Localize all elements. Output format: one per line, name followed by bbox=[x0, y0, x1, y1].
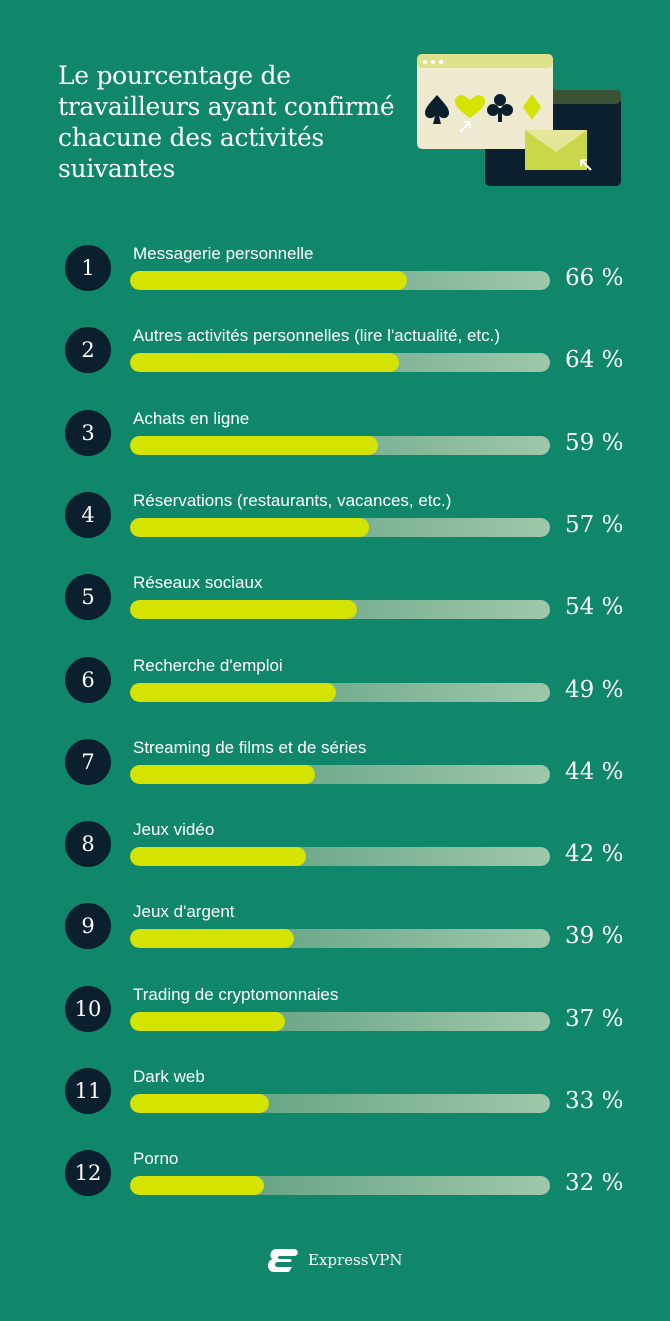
bar-fill bbox=[130, 1176, 265, 1196]
value-label: 64 % bbox=[565, 347, 624, 374]
bar-track bbox=[130, 1094, 550, 1113]
brand-logo: ExpressVPN bbox=[266, 1247, 403, 1273]
rank-badge: 11 bbox=[65, 1068, 111, 1114]
browser-card-suits-illustration-icon bbox=[417, 54, 621, 186]
bar-fill bbox=[130, 1011, 286, 1031]
rank-badge: 3 bbox=[65, 409, 111, 456]
bar-fill bbox=[130, 517, 370, 537]
value-label: 66 % bbox=[565, 265, 624, 291]
bar-fill bbox=[130, 929, 294, 949]
bar-label: Streaming de films et de séries bbox=[133, 737, 367, 757]
rank-badge: 2 bbox=[65, 327, 111, 374]
bar-row: 5 Réseaux sociaux 54 % bbox=[0, 573, 670, 634]
bar-label: Porno bbox=[133, 1149, 179, 1169]
value-label: 39 % bbox=[565, 923, 624, 950]
value-label: 44 % bbox=[565, 758, 624, 785]
expressvpn-logo-icon bbox=[268, 1249, 298, 1272]
value-label: 59 % bbox=[565, 429, 624, 456]
bar-track bbox=[130, 435, 550, 455]
bar-row: 3 Achats en ligne 59 % bbox=[0, 408, 670, 470]
bar-fill bbox=[130, 1094, 269, 1113]
value-label: 57 % bbox=[565, 511, 624, 538]
bar-track bbox=[130, 271, 550, 290]
bar-row: 8 Jeux vidéo 42 % bbox=[0, 820, 670, 881]
bar-fill bbox=[130, 682, 336, 702]
bar-row: 7 Streaming de films et de séries 44 % bbox=[0, 737, 670, 799]
bar-row: 1 Messagerie personnelle 66 % bbox=[0, 244, 670, 305]
value-label: 37 % bbox=[565, 1005, 624, 1032]
bar-track bbox=[130, 929, 550, 949]
value-label: 42 % bbox=[565, 841, 624, 868]
bar-fill bbox=[130, 271, 408, 290]
bar-fill bbox=[130, 600, 357, 620]
value-label: 33 % bbox=[565, 1088, 624, 1114]
bar-fill bbox=[130, 435, 378, 455]
bar-label: Réservations (restaurants, vacances, etc… bbox=[133, 490, 452, 510]
rank-badge: 12 bbox=[65, 1150, 111, 1197]
rank-badge: 8 bbox=[65, 821, 111, 868]
bar-label: Autres activités personnelles (lire l'ac… bbox=[133, 326, 501, 346]
bar-label: Messagerie personnelle bbox=[133, 244, 314, 263]
bar-fill bbox=[130, 353, 399, 373]
value-label: 54 % bbox=[565, 594, 624, 621]
bar-label: Recherche d'emploi bbox=[133, 655, 283, 675]
value-label: 49 % bbox=[565, 676, 624, 703]
bar-row: 2 Autres activités personnelles (lire l'… bbox=[0, 326, 670, 387]
value-label: 32 % bbox=[565, 1170, 624, 1197]
bar-row: 11 Dark web 33 % bbox=[0, 1067, 670, 1128]
bar-fill bbox=[130, 764, 315, 784]
bar-label: Dark web bbox=[133, 1067, 205, 1086]
rank-badge: 7 bbox=[65, 738, 111, 785]
bar-track bbox=[130, 847, 550, 867]
bar-row: 12 Porno 32 % bbox=[0, 1149, 670, 1210]
bar-track bbox=[130, 353, 550, 373]
bar-fill bbox=[130, 847, 307, 867]
bar-track bbox=[130, 517, 550, 537]
bar-track bbox=[130, 764, 550, 784]
rank-badge: 5 bbox=[65, 574, 111, 621]
rank-badge: 9 bbox=[65, 903, 111, 950]
rank-badge: 1 bbox=[65, 245, 111, 291]
bar-track bbox=[130, 1011, 550, 1031]
bar-label: Trading de cryptomonnaies bbox=[133, 984, 339, 1004]
brand-name: ExpressVPN bbox=[308, 1251, 403, 1269]
bar-row: 9 Jeux d'argent 39 % bbox=[0, 902, 670, 963]
rank-badge: 4 bbox=[65, 491, 111, 538]
bar-label: Achats en ligne bbox=[133, 408, 250, 428]
bar-track bbox=[130, 600, 550, 620]
bar-label: Jeux d'argent bbox=[133, 902, 235, 922]
chart-title: Le pourcentage de travailleurs ayant con… bbox=[58, 61, 395, 183]
bar-row: 4 Réservations (restaurants, vacances, e… bbox=[0, 490, 670, 552]
rank-badge: 10 bbox=[65, 985, 111, 1032]
bar-row: 6 Recherche d'emploi 49 % bbox=[0, 655, 670, 717]
bar-label: Réseaux sociaux bbox=[133, 573, 263, 593]
bar-track bbox=[130, 682, 550, 702]
bar-row: 10 Trading de cryptomonnaies 37 % bbox=[0, 984, 670, 1046]
rank-badge: 6 bbox=[65, 656, 111, 703]
bar-track bbox=[130, 1176, 550, 1196]
bar-label: Jeux vidéo bbox=[133, 820, 215, 840]
